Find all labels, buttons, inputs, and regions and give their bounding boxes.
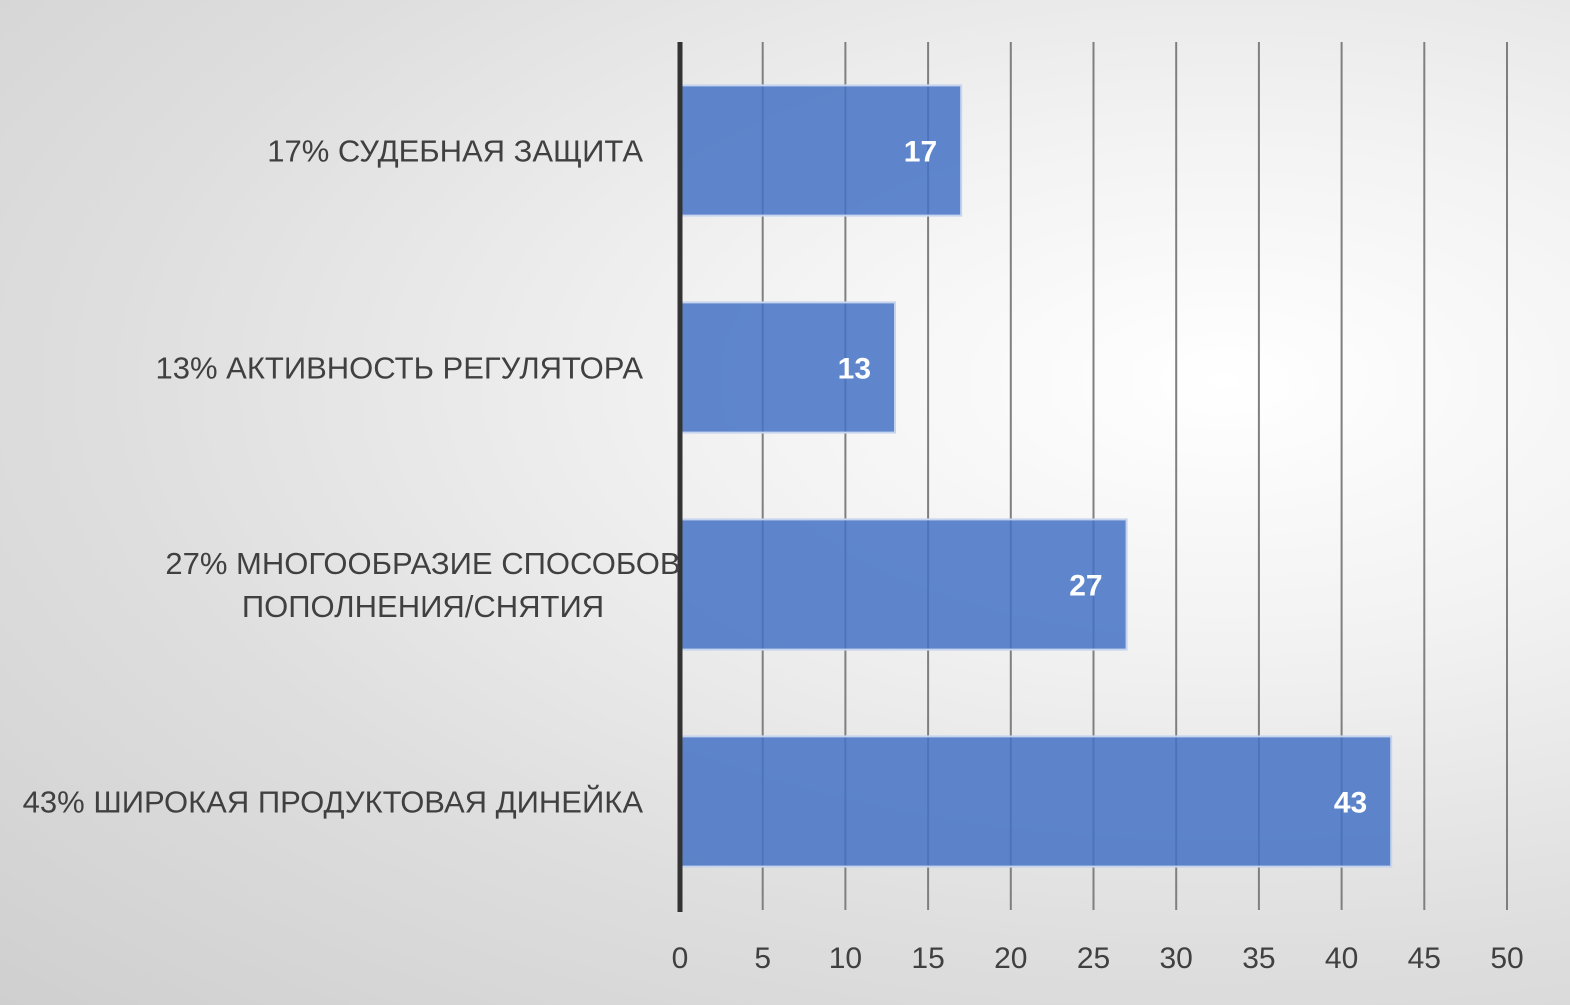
x-tick-label: 0	[672, 942, 689, 975]
labels: 0 5 10 15 20 25 30 35 40 45 50 17 17% СУДЕБНАЯ ЗАЩИТ…	[23, 134, 1524, 976]
x-tick-label: 25	[1077, 942, 1110, 975]
category-label-line: ПОПОЛНЕНИЯ/СНЯТИЯ	[242, 589, 604, 624]
data-label: 13	[838, 353, 871, 386]
bars	[679, 84, 1393, 868]
x-tick-label: 35	[1242, 942, 1275, 975]
category-label-line: 13% АКТИВНОСТЬ РЕГУЛЯТОРА	[155, 351, 643, 386]
category-label-line: 27% МНОГООБРАЗИЕ СПОСОБОВ	[165, 546, 680, 581]
bar	[679, 735, 1393, 868]
x-tick-label: 45	[1408, 942, 1441, 975]
category-label: 13% АКТИВНОСТЬ РЕГУЛЯТОРА	[155, 351, 643, 386]
category-label: 27% МНОГООБРАЗИЕ СПОСОБОВ ПОПОЛНЕНИЯ/СНЯТ…	[165, 546, 680, 624]
category-label-line: 43% ШИРОКАЯ ПРОДУКТОВАЯ ДИНЕЙКА	[23, 784, 644, 820]
x-tick-label: 10	[829, 942, 862, 975]
category-label-line: 17% СУДЕБНАЯ ЗАЩИТА	[267, 134, 643, 169]
bar	[679, 518, 1128, 651]
category-label: 43% ШИРОКАЯ ПРОДУКТОВАЯ ДИНЕЙКА	[23, 784, 644, 820]
data-label: 27	[1069, 570, 1102, 603]
data-label: 17	[904, 136, 937, 169]
x-tick-label: 30	[1160, 942, 1193, 975]
bar	[679, 84, 963, 217]
x-tick-label: 40	[1325, 942, 1358, 975]
data-label: 43	[1334, 787, 1367, 820]
x-tick-label: 20	[994, 942, 1027, 975]
category-label: 17% СУДЕБНАЯ ЗАЩИТА	[267, 134, 643, 169]
x-tick-label: 50	[1490, 942, 1523, 975]
x-tick-label: 15	[911, 942, 944, 975]
x-tick-label: 5	[754, 942, 771, 975]
